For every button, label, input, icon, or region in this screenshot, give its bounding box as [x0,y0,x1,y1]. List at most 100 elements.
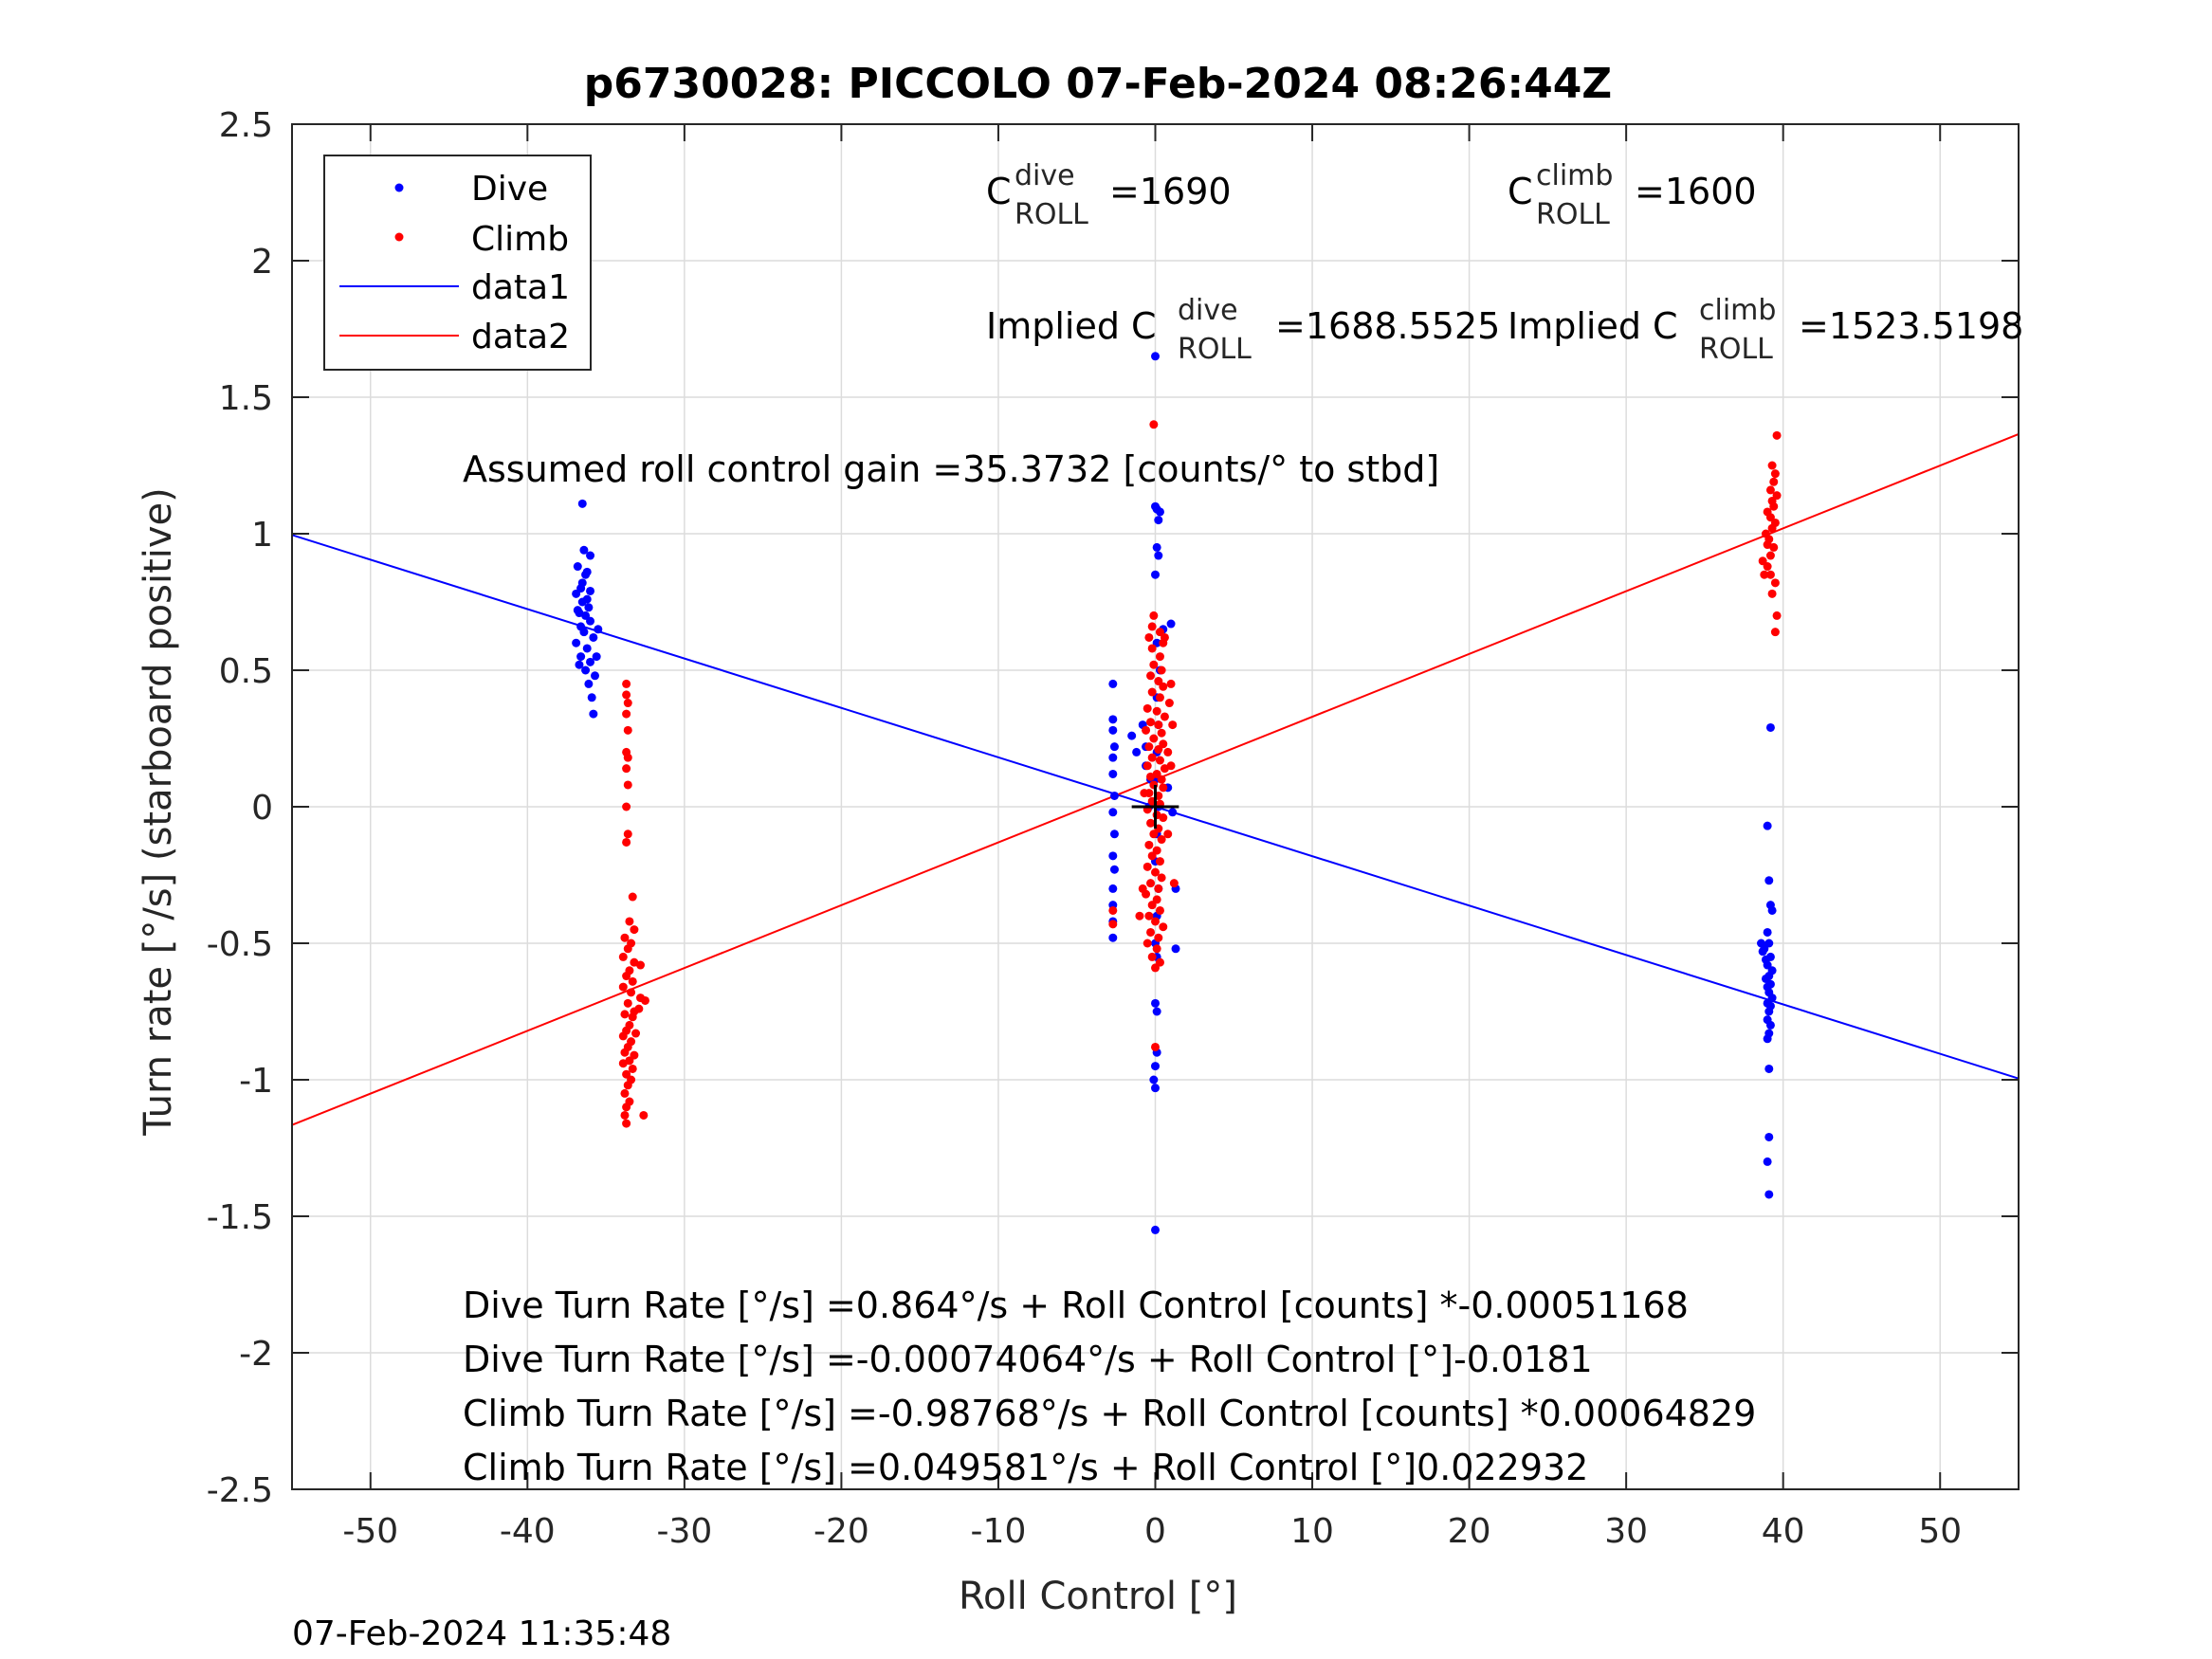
climb-point [1152,944,1161,954]
c-dive-label: C [986,171,1012,212]
legend-box [323,155,592,371]
climb-point [1147,952,1157,961]
equation-1: Dive Turn Rate [°/s] =0.864°/s + Roll Co… [463,1285,1689,1326]
climb-point [622,972,631,981]
dive-point [573,562,582,572]
climb-point [1146,671,1156,681]
climb-point [620,933,630,942]
x-tick-label: 30 [1604,1512,1648,1551]
y-tick-label: -2 [239,1335,273,1374]
y-tick-label: 2 [251,243,273,282]
climb-point [1149,734,1159,743]
annotation-implied-dive: Implied C dive ROLL =1688.5525 [986,294,1500,366]
dive-point [1151,1084,1160,1093]
dive-point [1108,753,1118,762]
legend-data1: data1 [471,268,570,307]
y-tick-label: 2.5 [219,106,273,145]
dive-point [589,709,598,719]
climb-point [623,725,632,735]
climb-point [1758,556,1767,566]
dive-point [1109,865,1119,874]
climb-point [1163,747,1173,757]
equation-2: Dive Turn Rate [°/s] =-0.00074064°/s + R… [463,1339,1593,1380]
climb-point [628,1064,637,1073]
dive-point [1765,952,1775,961]
dive-point [575,660,584,669]
dive-point [1763,1157,1772,1166]
climb-point [1135,911,1144,921]
dive-point [579,545,589,555]
dive-point [1763,1034,1772,1044]
climb-point [1770,578,1780,588]
dive-point [1764,1064,1774,1073]
dive-point [572,589,581,598]
climb-point [618,1031,628,1041]
dive-point [1151,570,1160,579]
climb-point [620,1088,630,1098]
implied-climb-sub: ROLL [1699,333,1773,366]
climb-point [631,1029,641,1038]
dive-point [1109,830,1119,839]
dive-point [1171,944,1180,954]
climb-point [1146,879,1156,888]
climb-point [623,830,632,839]
c-dive-sub: ROLL [1015,198,1088,231]
climb-point [1155,905,1164,915]
climb-point [1154,720,1163,730]
c-climb-sup: climb [1536,159,1613,192]
dive-point [1151,352,1160,361]
y-tick-label: 1.5 [219,379,273,418]
y-tick-label: -1.5 [207,1198,273,1237]
dive-point [592,652,601,662]
climb-point [622,690,631,700]
dive-point [582,644,592,653]
dive-point [584,603,594,612]
x-tick-label: 40 [1762,1512,1805,1551]
climb-point [1152,706,1161,716]
climb-point [620,1048,630,1057]
x-tick-label: -20 [814,1512,869,1551]
c-climb-value: =1600 [1635,171,1757,212]
climb-point [1763,507,1772,517]
axis-ticks: -50 -40 -30 -20 -10 0 10 20 30 40 50-2.5-2-1.5-1-0… [207,106,2019,1551]
y-tick-label: 0.5 [219,652,273,691]
climb-point [1146,772,1156,781]
climb-point [1138,884,1147,893]
dive-point [577,597,587,607]
climb-point [1157,835,1166,845]
climb-point [1142,725,1151,735]
dive-point [576,652,586,662]
climb-point [1154,745,1163,755]
dive-point [1108,851,1118,861]
climb-point [625,917,634,926]
climb-point [1143,703,1152,713]
equation-4: Climb Turn Rate [°/s] =0.049581°/s + Rol… [463,1447,1588,1488]
climb-point [1149,611,1159,620]
dive-point [1764,1132,1774,1141]
climb-point [1168,720,1178,730]
climb-point [1147,851,1157,861]
equation-3: Climb Turn Rate [°/s] =-0.98768°/s + Rol… [463,1393,1756,1434]
y-tick-label: -1 [239,1062,273,1101]
climb-point [1147,622,1157,631]
climb-point [1772,430,1782,440]
climb-point [1166,679,1176,688]
dive-point [582,567,592,576]
climb-point [1163,830,1173,839]
climb-point [623,1081,632,1090]
climb-point [630,925,639,935]
climb-point [1159,682,1168,691]
climb-point [1143,862,1152,871]
data-points [572,352,1782,1234]
dive-point [584,679,594,688]
climb-point [1770,628,1780,637]
climb-point [628,892,637,902]
climb-point [1164,699,1174,708]
climb-point [1147,687,1157,697]
legend-dive: Dive [471,170,548,209]
x-axis-label: Roll Control [°] [959,1575,1237,1618]
legend-data2: data2 [471,318,570,356]
implied-climb-sup: climb [1699,294,1776,327]
dive-point [573,606,582,615]
climb-point [1151,1042,1160,1051]
